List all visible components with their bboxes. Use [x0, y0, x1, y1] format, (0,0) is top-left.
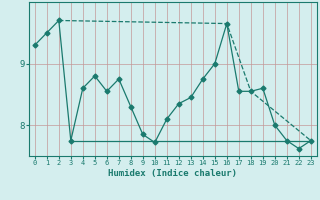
X-axis label: Humidex (Indice chaleur): Humidex (Indice chaleur) — [108, 169, 237, 178]
